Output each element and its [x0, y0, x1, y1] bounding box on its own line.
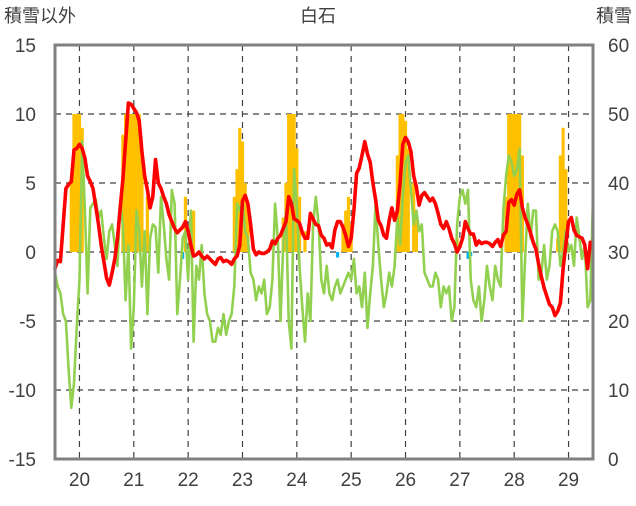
- frame-layer: [53, 43, 595, 461]
- snow-depth-bar: [287, 114, 291, 252]
- snow-depth-bar: [561, 127, 565, 252]
- y-axis-left-label: 積雪以外: [4, 6, 76, 26]
- y-right-tick-label: 50: [608, 105, 629, 126]
- x-tick-label: 24: [286, 470, 308, 491]
- y-left-tick-label: -5: [19, 312, 36, 333]
- snow-depth-bar: [341, 224, 345, 252]
- x-tick-label: 26: [395, 470, 416, 491]
- snow-depth-bar: [191, 210, 196, 252]
- snow-depth-bar: [72, 114, 76, 252]
- label-layer: 白石 積雪以外 積雪 15 60 10 50 5 40 0 30 -5 20 -10 10 -15 0 20…: [4, 6, 632, 491]
- y-right-tick-label: 0: [608, 450, 619, 471]
- y-left-tick-label: -10: [9, 381, 36, 402]
- snow-depth-bar: [69, 183, 73, 252]
- y-right-tick-label: 10: [608, 381, 629, 402]
- x-tick-label: 28: [504, 470, 525, 491]
- y-left-tick-label: -15: [9, 450, 36, 471]
- snow-depth-bar: [346, 196, 351, 252]
- small-mark-bar: [466, 252, 470, 259]
- snow-depth-bar: [403, 120, 408, 253]
- snow-depth-bar: [132, 114, 136, 252]
- x-tick-label: 21: [123, 470, 144, 491]
- x-tick-label: 23: [232, 470, 253, 491]
- grid-layer: [55, 45, 593, 459]
- snow-depth-bar: [75, 114, 79, 252]
- snow-depth-bar: [303, 231, 307, 252]
- snow-depth-bar: [238, 127, 242, 252]
- snow-depth-bar: [126, 114, 130, 252]
- y-right-tick-label: 20: [608, 312, 629, 333]
- plot-frame: [53, 43, 595, 461]
- snow-depth-bar: [509, 114, 514, 252]
- x-tick-label: 20: [69, 470, 90, 491]
- y-right-tick-label: 60: [608, 36, 629, 57]
- snow-depth-bar: [512, 114, 516, 252]
- y-right-tick-label: 40: [608, 174, 629, 195]
- snow-depth-bar: [77, 114, 82, 252]
- snow-depth-bar: [406, 148, 410, 252]
- y-left-tick-label: 10: [15, 105, 36, 126]
- y-axis-right-label: 積雪: [596, 6, 632, 26]
- x-tick-label: 25: [341, 470, 362, 491]
- y-left-tick-label: 15: [15, 36, 36, 57]
- y-left-tick-label: 0: [25, 243, 36, 264]
- snow-depth-bar: [140, 148, 144, 252]
- snow-depth-bar: [240, 141, 245, 252]
- chart-title: 白石: [300, 6, 336, 26]
- x-tick-label: 27: [449, 470, 470, 491]
- snow-depth-bar: [515, 114, 519, 252]
- snow-depth-bar: [507, 114, 511, 252]
- snow-depth-bar: [129, 114, 133, 252]
- snow-depth-bar: [134, 114, 139, 252]
- series-line-temperature: [53, 101, 593, 318]
- snow-depth-bar: [558, 155, 562, 252]
- small-mark-bar: [336, 252, 340, 258]
- x-tick-label: 22: [178, 470, 199, 491]
- snow-depth-bar: [246, 203, 250, 252]
- x-tick-label: 29: [558, 470, 579, 491]
- series-line-green: [53, 140, 595, 410]
- snow-depth-bar: [414, 217, 418, 252]
- snow-depth-bar: [564, 169, 568, 252]
- snow-depth-bar: [137, 114, 141, 252]
- y-left-tick-label: 5: [25, 174, 36, 195]
- snow-depth-bar: [145, 196, 149, 252]
- y-right-tick-label: 30: [608, 243, 629, 264]
- snow-depth-bar: [232, 196, 236, 252]
- snow-depth-bar: [289, 114, 293, 252]
- snow-depth-bar: [124, 114, 128, 252]
